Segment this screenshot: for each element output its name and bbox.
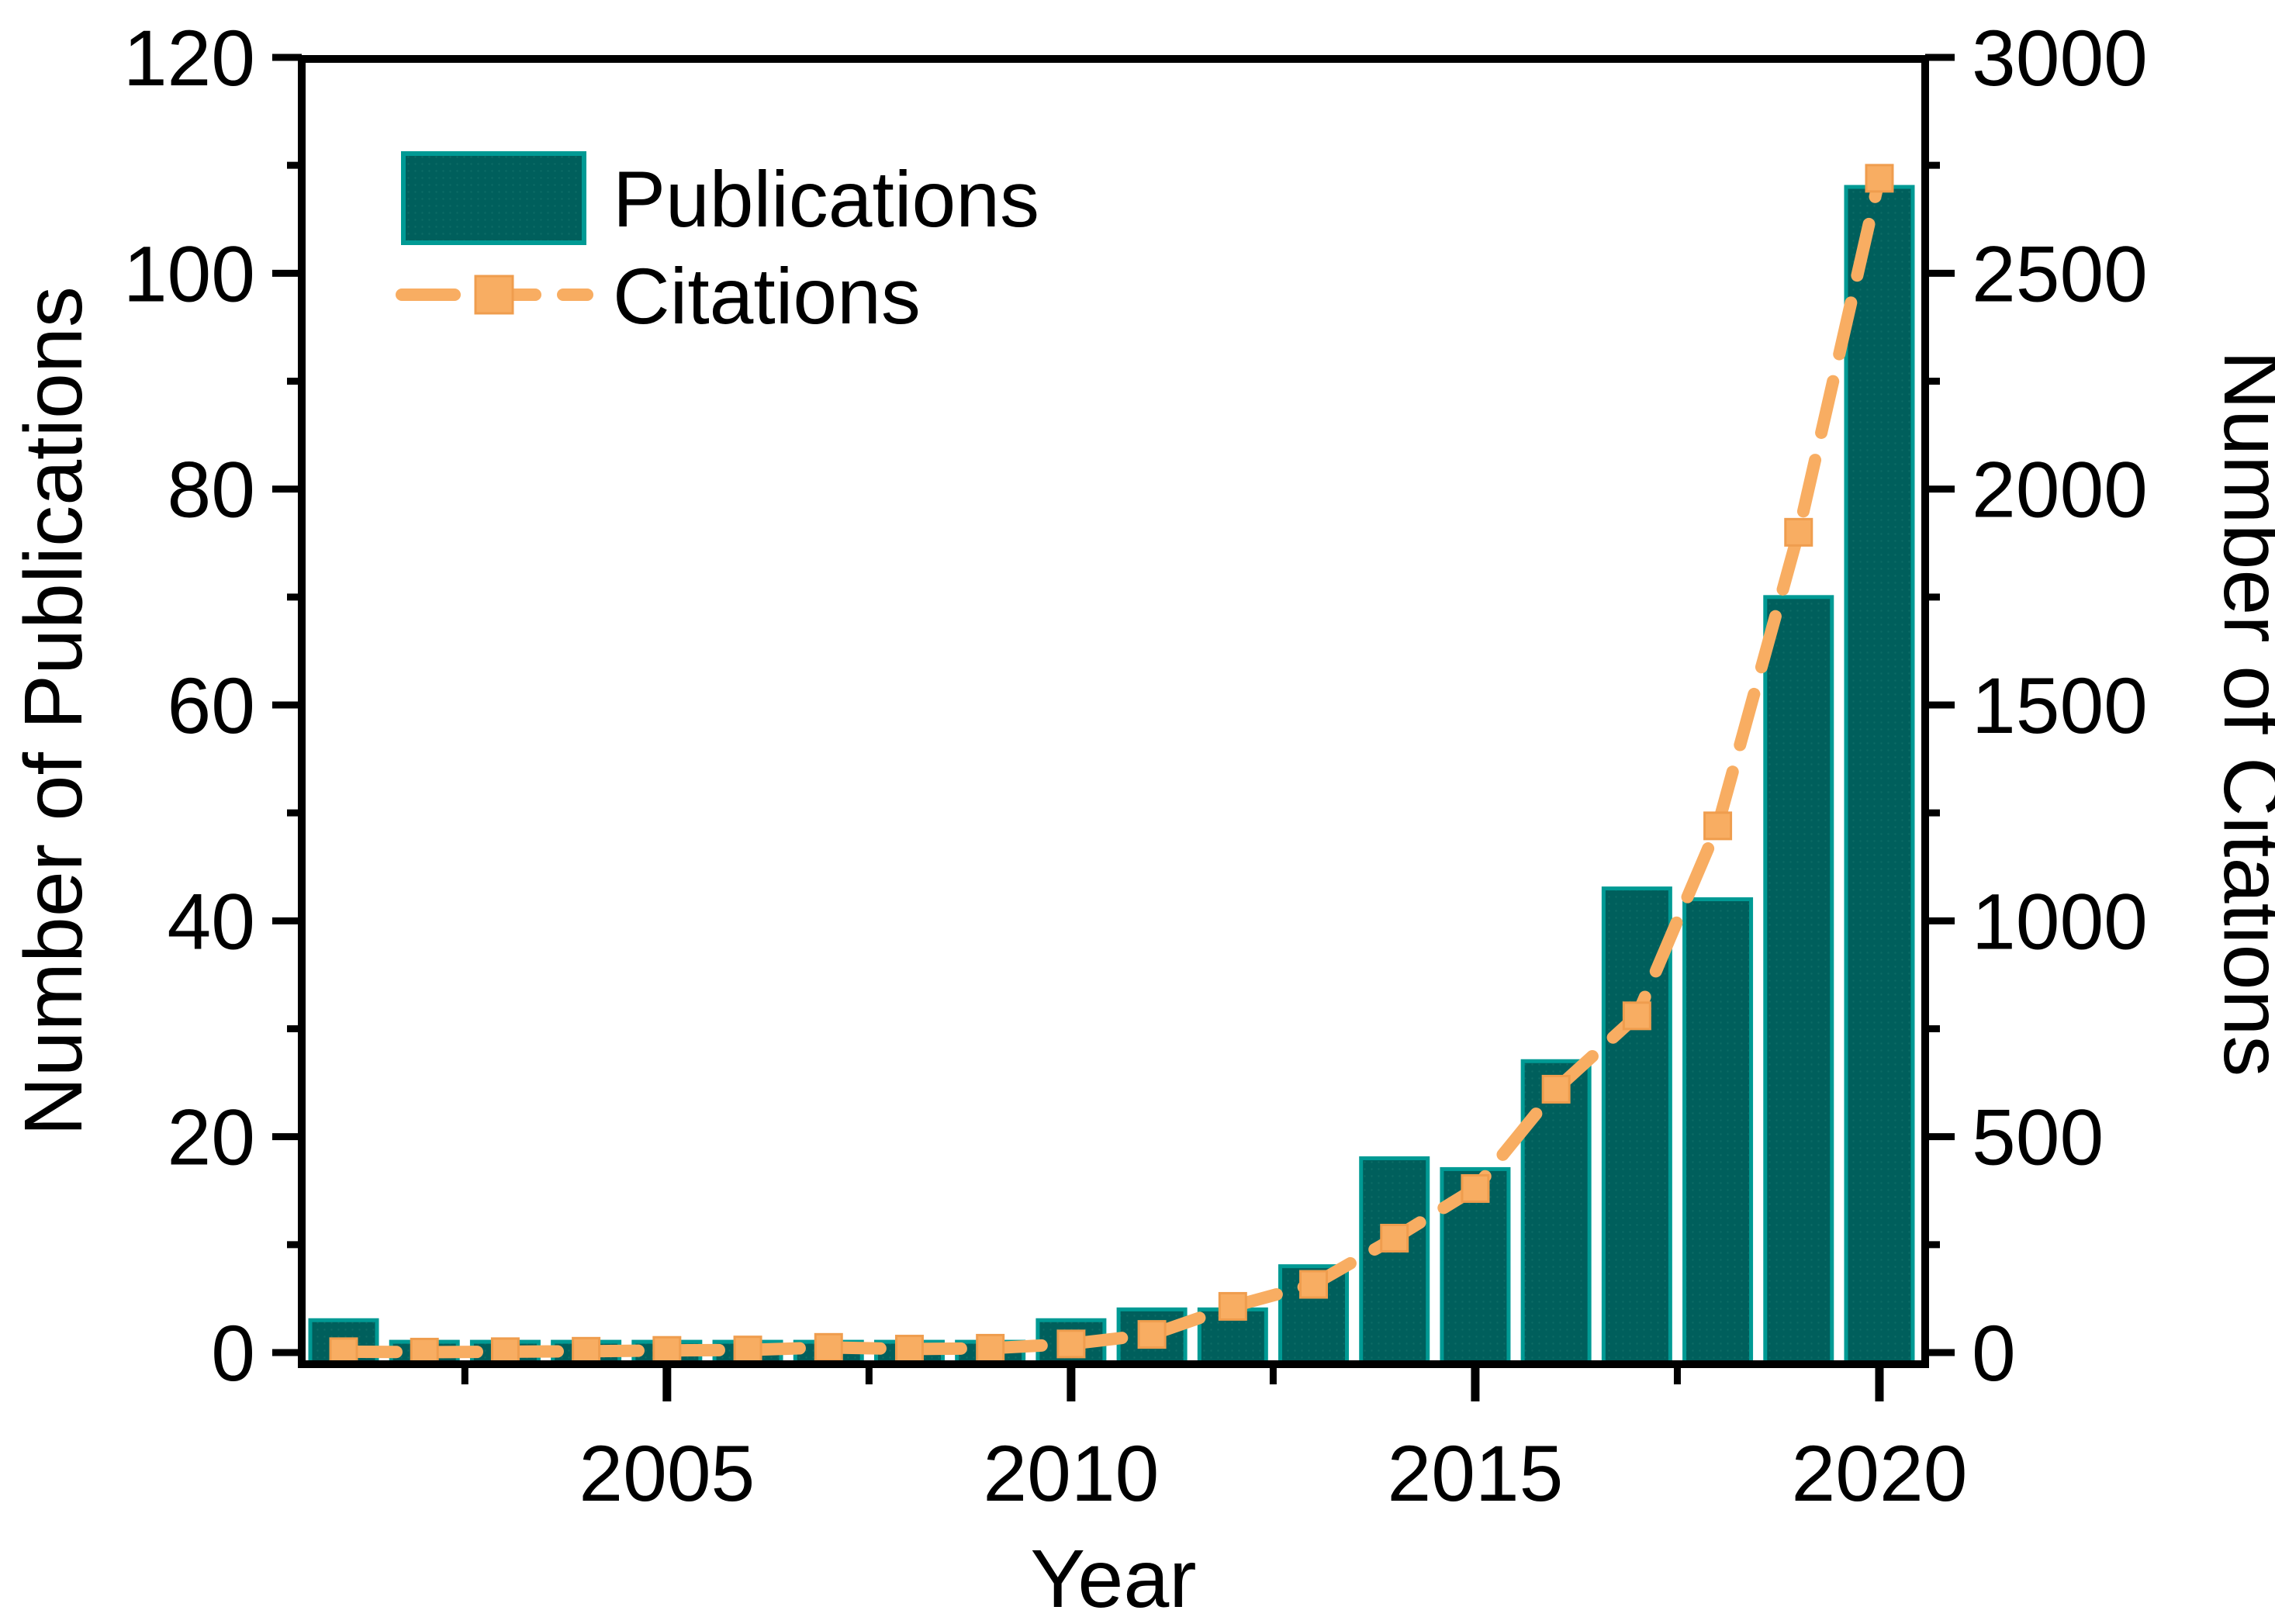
citations-marker-2005 — [652, 1335, 682, 1365]
legend-publications-swatch — [401, 151, 586, 245]
left-tick-label-60: 60 — [168, 662, 255, 750]
right-tick-label-1000: 1000 — [1972, 877, 2148, 966]
left-tick-label-20: 20 — [168, 1094, 255, 1182]
left-axis: 0 20 40 60 80 100 120 — [123, 14, 302, 1398]
citations-marker-2008 — [894, 1335, 924, 1364]
left-tick-label-120: 120 — [123, 14, 255, 102]
left-axis-title: Number of Publications — [8, 286, 99, 1136]
line-series-citations — [329, 164, 1894, 1367]
citations-marker-2018 — [1703, 811, 1733, 841]
right-tick-label-2000: 2000 — [1972, 446, 2148, 534]
bar-2019 — [1763, 595, 1834, 1367]
citations-marker-2009 — [976, 1333, 1005, 1363]
legend-citations-marker — [474, 275, 514, 315]
citations-marker-2006 — [733, 1335, 762, 1365]
citations-marker-2004 — [572, 1336, 601, 1366]
right-tick-label-0: 0 — [1972, 1309, 2016, 1398]
bar-2018 — [1682, 897, 1754, 1367]
right-axis: 0 500 1000 1500 2000 2500 3000 — [1925, 14, 2148, 1398]
right-tick-label-500: 500 — [1972, 1094, 2104, 1182]
citations-marker-2017 — [1622, 1001, 1651, 1031]
x-tick-label-2005: 2005 — [579, 1429, 755, 1518]
citations-marker-2013 — [1299, 1270, 1329, 1299]
plot-frame — [298, 55, 1929, 1368]
legend-citations-label: Citations — [613, 252, 921, 340]
legend-publications-label: Publications — [613, 155, 1039, 244]
citations-marker-2015 — [1461, 1173, 1490, 1203]
citations-marker-2011 — [1137, 1320, 1167, 1349]
citations-marker-2014 — [1380, 1223, 1409, 1253]
x-axis-title: Year — [1030, 1533, 1196, 1624]
bar-2016 — [1520, 1059, 1592, 1367]
bar-2020 — [1844, 185, 1915, 1367]
citations-marker-2012 — [1218, 1291, 1247, 1321]
right-tick-label-3000: 3000 — [1972, 14, 2148, 102]
left-tick-label-0: 0 — [211, 1309, 255, 1398]
x-tick-label-2020: 2020 — [1792, 1429, 1968, 1518]
citations-marker-2019 — [1784, 517, 1813, 547]
right-axis-title: Number of Citations — [2207, 351, 2275, 1077]
x-tick-label-2015: 2015 — [1387, 1429, 1563, 1518]
left-tick-label-80: 80 — [168, 446, 255, 534]
x-tick-label-2010: 2010 — [983, 1429, 1159, 1518]
citations-marker-2010 — [1056, 1329, 1086, 1359]
bar-2014 — [1359, 1156, 1430, 1367]
citations-marker-2007 — [814, 1332, 843, 1362]
x-axis: 2005 2010 2015 2020 — [461, 1364, 1968, 1518]
citations-marker-2020 — [1865, 164, 1894, 193]
citations-marker-2016 — [1541, 1074, 1571, 1104]
left-tick-label-40: 40 — [168, 877, 255, 966]
right-tick-label-1500: 1500 — [1972, 662, 2148, 750]
right-tick-label-2500: 2500 — [1972, 230, 2148, 318]
left-tick-label-100: 100 — [123, 230, 255, 318]
